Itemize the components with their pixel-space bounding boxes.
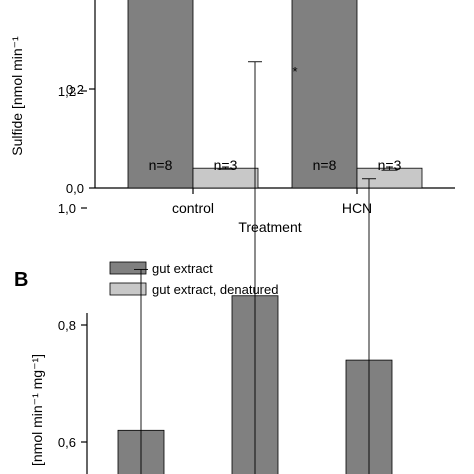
panel-a-chart: 0,00,20,40,60,8 n=8n=8n=3n=3 controlHCN … (9, 0, 455, 235)
panel-a-x-axis-label: Treatment (238, 219, 301, 235)
panel-b-y-tick-label: 0,6 (58, 435, 76, 450)
panel-a-n-label: n=8 (313, 157, 337, 173)
legend-swatch-gut-extract (109, 261, 147, 275)
panel-b-y-tick-label: 1,2 (58, 84, 76, 99)
panel-a-y-tick-label: 0,2 (66, 82, 84, 97)
panel-a-bar-dark (291, 0, 358, 189)
legend-swatch-gut-extract-denatured (109, 282, 147, 296)
panel-b-chart: B gut extract gut extract, denatured 0,6… (14, 61, 393, 474)
panel-b-letter: B (14, 269, 28, 291)
panel-a-n-label: n=3 (378, 157, 402, 173)
panel-b-y-axis-label: [nmol min⁻¹ mg⁻¹] (29, 354, 45, 466)
panel-b-y-tick-label: 0,8 (58, 318, 76, 333)
legend-label-gut-extract: gut extract (152, 261, 213, 276)
panel-b-significance-marker: * (292, 64, 297, 79)
legend-label-gut-extract-denatured: gut extract, denatured (152, 282, 278, 297)
panel-b-y-tick-label: 1,0 (58, 201, 76, 216)
panel-a-bar-dark (127, 0, 194, 189)
panel-a-y-tick-label: 0,0 (66, 181, 84, 196)
panel-a-n-label: n=3 (214, 157, 238, 173)
panel-a-y-axis-label: Sulfide [nmol min⁻¹ (9, 36, 25, 156)
panel-a-n-label: n=8 (149, 157, 173, 173)
panel-a-x-tick-label: control (172, 200, 214, 216)
panel-a-x-tick-label: HCN (342, 200, 372, 216)
